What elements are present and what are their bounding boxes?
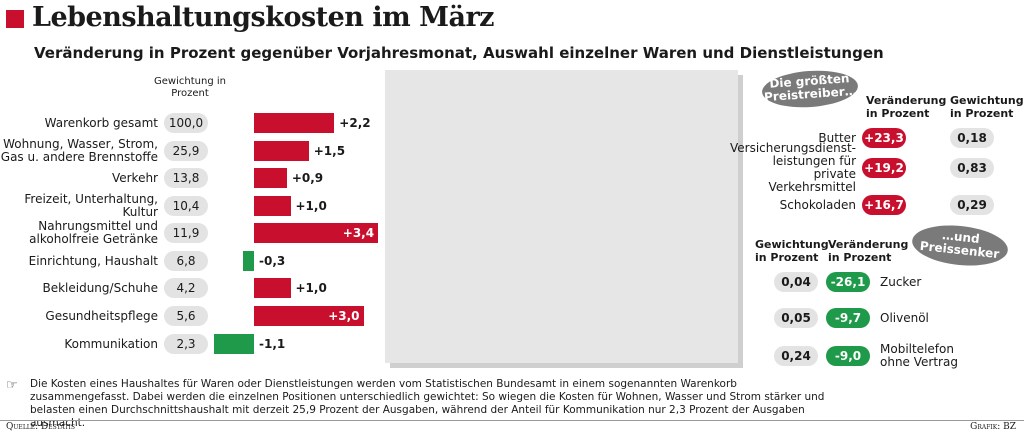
weight-column-header: Gewichtung in Prozent [154,76,226,99]
bar [254,278,291,298]
weight-value: 25,9 [164,141,208,161]
reducers-change-header: Veränderung in Prozent [828,238,909,264]
reducer-weight: 0,05 [774,308,818,328]
reducer-change: -9,0 [826,346,870,366]
value-label: -1,1 [259,337,286,351]
value-label: +3,0 [328,309,360,323]
page-title: Lebenshaltungskosten im März [32,2,495,33]
driver-change: +16,7 [862,195,906,215]
footnote: Die Kosten eines Haushaltes für Waren od… [30,378,825,429]
reducer-weight: 0,24 [774,346,818,366]
bar [254,306,364,326]
weight-value: 5,6 [164,306,208,326]
graphic-credit: Grafik: BZ [970,422,1016,432]
category-label: Warenkorb gesamt [44,115,158,130]
weight-value: 10,4 [164,196,208,216]
driver-change: +19,2 [862,158,906,178]
bar [243,251,254,271]
value-label: +1,0 [295,281,327,295]
category-label: Wohnung, Wasser, Strom, Gas u. andere Br… [0,137,158,164]
title-bar [0,0,1024,40]
footer-bar [0,420,1024,437]
weight-value: 13,8 [164,168,208,188]
value-label: +1,0 [295,199,327,213]
category-label: Kommunikation [64,336,158,351]
category-label: Freizeit, Unterhaltung, Kultur [24,192,158,219]
value-label: +2,2 [339,116,371,130]
reducer-name: Olivenöl [880,310,929,325]
value-label: +1,5 [313,144,346,158]
driver-name: Versicherungsdienst-leistungen für priva… [729,141,856,194]
category-label: Nahrungsmittel und alkoholfreie Getränke [29,219,158,246]
image-placeholder [385,70,738,363]
weight-value: 100,0 [164,113,208,133]
weight-value: 11,9 [164,223,208,243]
reducer-change: -9,7 [826,308,870,328]
bar [254,141,309,161]
page-subtitle: Veränderung in Prozent gegenüber Vorjahr… [34,44,884,62]
value-label: -0,3 [259,254,286,268]
reducer-change: -26,1 [826,272,870,292]
driver-weight: 0,18 [950,128,994,148]
category-label: Bekleidung/Schuhe [42,280,158,295]
drivers-change-header: Veränderung in Prozent [866,94,947,120]
bar [213,334,254,354]
weight-value: 4,2 [164,278,208,298]
value-label: +3,4 [342,226,375,240]
price-drivers-bubble: Die größten Preistreiber… [760,67,860,111]
pointing-hand-icon: ☞ [6,377,18,392]
value-label: +0,9 [291,171,324,185]
drivers-weight-header: Gewichtung in Prozent [950,94,1024,120]
title-marker [6,10,24,28]
reducer-weight: 0,04 [774,272,818,292]
bar [254,196,291,216]
reducer-name: Mobiltelefon ohne Vertrag [880,342,958,369]
driver-name: Schokoladen [779,197,856,212]
weight-value: 2,3 [164,334,208,354]
category-label: Verkehr [111,170,158,185]
reducers-weight-header: Gewichtung in Prozent [755,238,829,264]
category-label: Gesundheitspflege [45,308,158,323]
driver-change: +23,3 [862,128,906,148]
reducer-name: Zucker [880,274,922,289]
bar [254,168,287,188]
driver-weight: 0,83 [950,158,994,178]
driver-weight: 0,29 [950,195,994,215]
bar [254,223,379,243]
driver-name: Butter [818,130,856,145]
bar [254,113,335,133]
source-credit: Quelle: Destatis [6,422,75,432]
category-label: Einrichtung, Haushalt [28,253,158,268]
weight-value: 6,8 [164,251,208,271]
price-reducers-bubble: …und Preissenker [910,221,1010,270]
